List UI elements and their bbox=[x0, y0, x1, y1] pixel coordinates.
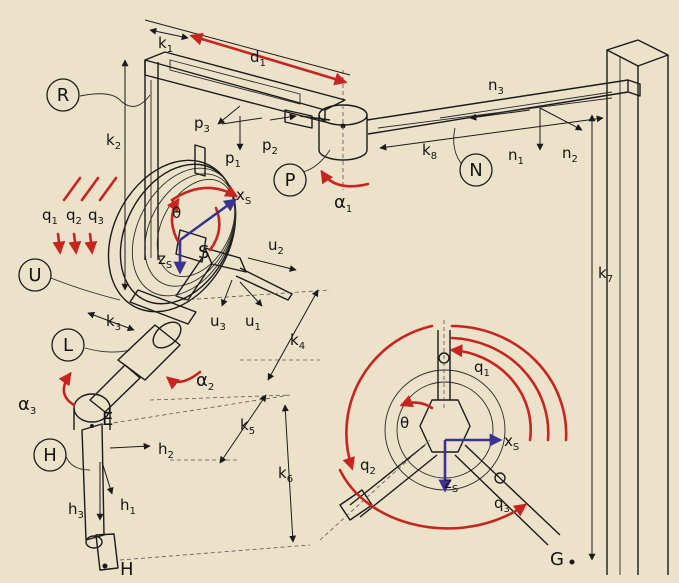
label-h2: h2 bbox=[158, 440, 174, 461]
label-theta: θ bbox=[172, 204, 181, 222]
label-u3: u3 bbox=[210, 312, 226, 333]
label-n3: n3 bbox=[488, 76, 504, 97]
label-k7: k7 bbox=[598, 264, 613, 285]
label-h1: h1 bbox=[120, 496, 136, 517]
label-q3-detail: q3 bbox=[494, 494, 510, 515]
label-g: G bbox=[550, 549, 564, 570]
label-u: U bbox=[28, 265, 41, 286]
label-p3: p3 bbox=[194, 114, 210, 135]
ring-rotations bbox=[166, 185, 239, 252]
label-u1: u1 bbox=[245, 312, 261, 333]
joint-inputs-q bbox=[52, 176, 118, 255]
detail-frame-axes bbox=[438, 433, 503, 493]
label-alpha1: α1 bbox=[334, 192, 352, 215]
label-r: R bbox=[57, 85, 70, 106]
label-theta-detail: θ bbox=[400, 414, 409, 432]
label-h-circle: H bbox=[43, 445, 57, 466]
label-l: L bbox=[63, 335, 73, 356]
label-alpha3: α3 bbox=[18, 394, 36, 417]
alpha-rotations bbox=[58, 169, 370, 407]
link-l bbox=[73, 321, 182, 430]
label-zs: zS bbox=[158, 250, 172, 271]
label-q1: q1 bbox=[42, 206, 58, 227]
label-q3: q3 bbox=[88, 206, 104, 227]
label-h3: h3 bbox=[68, 500, 84, 521]
label-k8: k8 bbox=[422, 141, 437, 162]
label-zs-detail: zS bbox=[444, 474, 458, 495]
label-q1-detail: q1 bbox=[474, 358, 490, 379]
label-alpha2: α2 bbox=[196, 370, 214, 393]
label-k5: k5 bbox=[240, 416, 255, 437]
label-xs-detail: xS bbox=[504, 432, 519, 453]
detail-rotations bbox=[338, 324, 568, 530]
label-p: P bbox=[285, 170, 296, 191]
d1-dimension bbox=[189, 32, 348, 86]
slide-bar-r bbox=[144, 51, 346, 129]
ring-frame-axes bbox=[173, 198, 238, 275]
hand-h bbox=[81, 423, 119, 571]
label-n2: n2 bbox=[562, 144, 578, 165]
label-n1: n1 bbox=[508, 146, 524, 167]
label-k6: k6 bbox=[278, 464, 293, 485]
label-d1: d1 bbox=[250, 48, 266, 69]
joint-p bbox=[318, 70, 368, 190]
label-k2: k2 bbox=[106, 131, 121, 152]
label-k1: k1 bbox=[158, 34, 173, 55]
label-e: E bbox=[102, 409, 113, 430]
circled-labels bbox=[18, 78, 493, 472]
label-xs: xS bbox=[236, 186, 251, 207]
label-q2-detail: q2 bbox=[360, 456, 376, 477]
label-k3: k3 bbox=[106, 312, 121, 333]
label-s: S bbox=[198, 242, 209, 263]
vertical-post bbox=[144, 60, 159, 260]
detail-inset bbox=[319, 320, 561, 546]
label-k4: k4 bbox=[290, 331, 305, 352]
label-p1: p1 bbox=[225, 149, 241, 170]
label-u2: u2 bbox=[268, 236, 284, 257]
label-q2: q2 bbox=[66, 206, 82, 227]
label-p2: p2 bbox=[262, 136, 278, 157]
label-h: H bbox=[120, 559, 134, 580]
label-n: N bbox=[469, 160, 482, 181]
vector-arrows bbox=[96, 105, 583, 521]
support-pillar bbox=[606, 39, 669, 575]
ring-mechanism bbox=[107, 144, 293, 325]
